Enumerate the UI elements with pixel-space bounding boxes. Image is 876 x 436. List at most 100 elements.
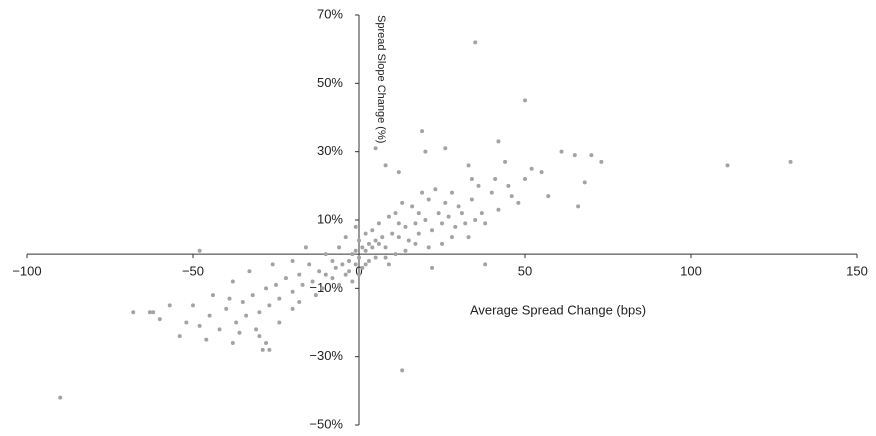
point: [357, 238, 361, 243]
point: [403, 224, 408, 229]
point: [363, 248, 368, 253]
point: [483, 262, 488, 267]
point: [788, 159, 793, 164]
point: [257, 310, 262, 315]
point: [191, 303, 195, 308]
point: [410, 204, 415, 209]
point: [589, 153, 594, 158]
point: [320, 286, 325, 291]
point: [274, 282, 278, 287]
point: [426, 245, 431, 250]
point: [426, 197, 431, 202]
x-tick-label: 100: [680, 264, 702, 279]
point: [237, 330, 242, 335]
point: [576, 204, 581, 209]
point: [58, 395, 63, 400]
point: [463, 221, 468, 226]
point: [370, 245, 375, 250]
point: [430, 265, 435, 270]
point: [330, 276, 335, 281]
point: [459, 211, 464, 216]
point: [317, 269, 322, 274]
point: [443, 200, 448, 205]
point: [546, 194, 551, 199]
point: [267, 347, 272, 352]
y-axis-title: Spread Slope Change (%): [375, 15, 387, 143]
point: [420, 190, 425, 195]
point: [257, 334, 262, 339]
point: [370, 228, 375, 233]
point: [227, 296, 232, 301]
point: [230, 341, 235, 345]
point: [177, 334, 182, 339]
point: [343, 272, 348, 277]
point: [234, 320, 239, 325]
point: [333, 265, 338, 270]
point: [400, 200, 405, 205]
point: [290, 306, 295, 311]
y-tick-label: 10%: [317, 211, 343, 226]
point: [310, 279, 315, 284]
point: [363, 231, 368, 236]
point: [244, 313, 249, 318]
point: [466, 235, 471, 240]
point: [353, 262, 358, 267]
point: [476, 183, 481, 188]
point: [380, 235, 385, 240]
point: [436, 211, 441, 216]
point: [264, 286, 269, 291]
point: [416, 231, 421, 236]
point: [217, 327, 222, 332]
point: [386, 214, 391, 219]
point: [400, 368, 405, 373]
point: [376, 221, 381, 226]
point: [383, 245, 388, 250]
point: [147, 310, 152, 315]
point: [396, 170, 401, 175]
point: [396, 235, 401, 240]
point: [420, 129, 425, 134]
point: [390, 231, 395, 236]
point: [473, 218, 478, 222]
point: [413, 241, 418, 246]
point: [366, 241, 371, 246]
point: [725, 163, 730, 168]
point: [290, 289, 295, 294]
x-tick-label: −100: [12, 264, 41, 279]
point: [131, 310, 136, 315]
point: [250, 293, 255, 298]
point: [509, 194, 514, 199]
point: [350, 279, 355, 284]
point: [283, 276, 288, 281]
point: [264, 341, 269, 345]
point: [383, 163, 388, 168]
point: [303, 245, 308, 250]
point: [151, 310, 156, 315]
y-tick-label: −50%: [309, 416, 343, 431]
point: [449, 235, 454, 240]
point: [240, 300, 245, 304]
point: [456, 204, 461, 209]
point: [357, 272, 361, 277]
x-tick-label: 0: [355, 264, 362, 279]
point: [267, 303, 272, 308]
point: [373, 146, 378, 151]
point: [270, 262, 275, 267]
point: [469, 177, 474, 181]
point: [516, 200, 521, 205]
point: [360, 245, 365, 250]
point: [230, 279, 235, 284]
point: [290, 259, 295, 263]
point: [373, 238, 378, 243]
y-tick-label: −30%: [309, 348, 343, 363]
point: [386, 262, 391, 267]
point: [572, 153, 577, 158]
point: [582, 180, 587, 185]
x-tick-label: 50: [518, 264, 532, 279]
point: [337, 282, 342, 287]
point: [469, 197, 474, 202]
point: [347, 269, 352, 274]
point: [433, 187, 438, 192]
point: [343, 235, 348, 240]
point: [539, 170, 544, 175]
